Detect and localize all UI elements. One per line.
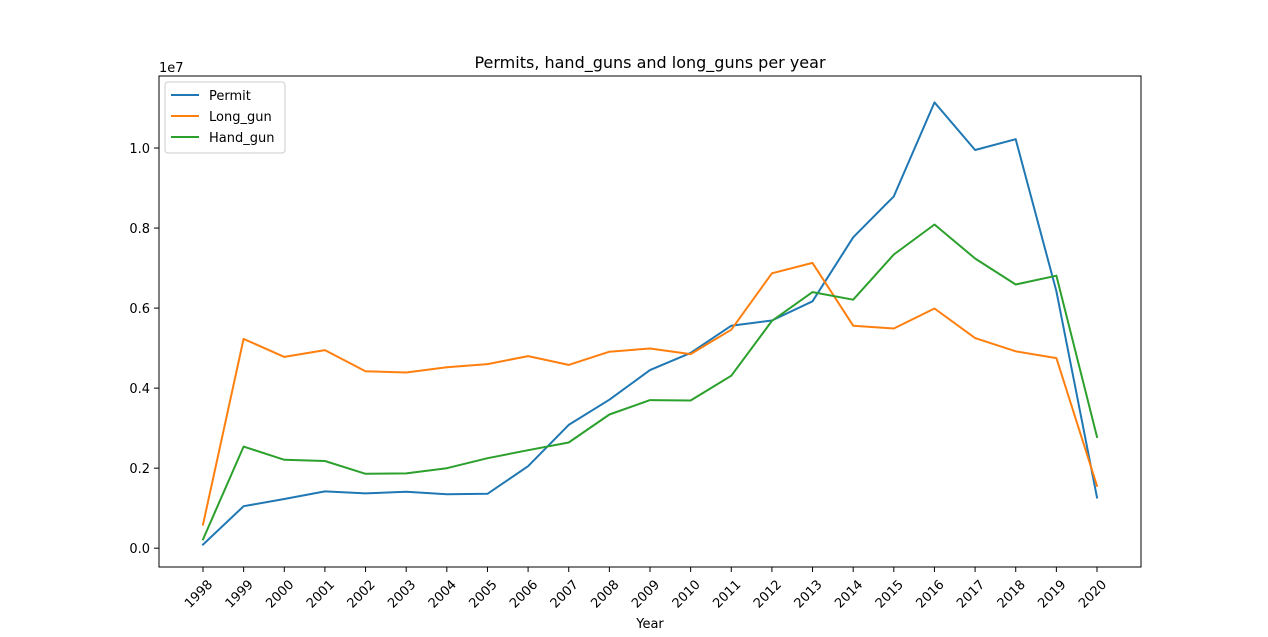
chart-title: Permits, hand_guns and long_guns per yea…	[474, 53, 825, 73]
y-tick-label: 0.6	[129, 302, 150, 317]
y-tick-label: 0.0	[129, 542, 150, 557]
legend-label: Hand_gun	[209, 131, 274, 146]
x-axis-title: Year	[635, 617, 664, 632]
series-line-hand-gun	[201, 223, 1099, 541]
y-tick-label: 0.2	[129, 462, 150, 477]
legend-box	[164, 81, 286, 154]
series-line-permit	[201, 101, 1099, 547]
series-line-long-gun	[201, 261, 1099, 526]
legend-label: Permit	[209, 89, 251, 104]
legend-label: Long_gun	[209, 110, 272, 125]
y-tick-label: 0.4	[129, 382, 150, 397]
y-axis-scale-label: 1e7	[159, 61, 184, 76]
y-tick-label: 0.8	[129, 222, 150, 237]
y-tick-label: 1.0	[129, 142, 150, 157]
